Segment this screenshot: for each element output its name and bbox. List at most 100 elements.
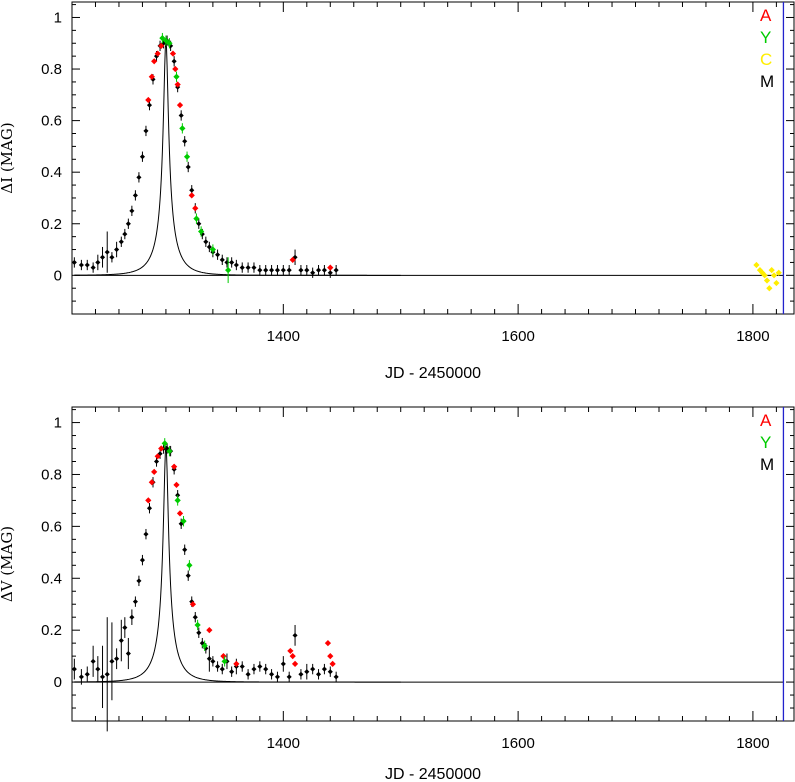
data-point xyxy=(182,547,188,553)
data-point xyxy=(129,208,135,214)
data-point xyxy=(333,674,339,680)
data-point xyxy=(321,666,327,672)
data-point xyxy=(118,638,124,644)
data-point xyxy=(78,262,84,268)
y-tick-label: 0.8 xyxy=(41,466,62,483)
data-point xyxy=(286,674,292,680)
series-M xyxy=(71,443,339,732)
fit-curve xyxy=(74,40,401,276)
data-point xyxy=(188,192,195,199)
data-point xyxy=(239,265,245,271)
legend-entry: Y xyxy=(760,433,771,452)
data-point xyxy=(206,244,212,250)
data-point xyxy=(129,614,135,620)
data-point xyxy=(95,666,101,672)
data-point xyxy=(158,42,165,49)
legend-entry: A xyxy=(760,6,772,25)
panel-delta-v: 0 0.2 0.4 0.6 0.8 1 1400 1600 1800 ΔV (MAG) JD -… xyxy=(0,406,795,782)
data-point xyxy=(173,481,180,488)
data-point xyxy=(310,270,316,276)
data-point xyxy=(153,458,160,465)
data-point xyxy=(196,221,202,227)
data-point xyxy=(220,653,227,660)
series-M xyxy=(71,35,339,278)
data-point xyxy=(201,642,208,649)
data-point xyxy=(146,102,153,108)
data-point xyxy=(148,479,155,486)
legend-entry: M xyxy=(760,455,774,474)
data-point xyxy=(229,669,235,675)
data-point xyxy=(78,674,84,680)
data-point xyxy=(151,468,158,475)
data-point xyxy=(171,58,177,64)
data-point xyxy=(125,221,131,227)
data-point xyxy=(176,510,184,517)
data-point xyxy=(146,505,153,511)
data-point xyxy=(183,153,191,160)
data-point xyxy=(210,658,216,664)
legend-entry: M xyxy=(760,72,774,91)
data-point xyxy=(172,65,179,73)
data-point xyxy=(280,267,286,273)
data-point xyxy=(104,249,110,255)
y-tick-label: 0 xyxy=(54,674,62,691)
data-point xyxy=(151,58,158,65)
data-point xyxy=(136,174,142,180)
data-point xyxy=(143,531,149,537)
data-point xyxy=(333,267,339,273)
data-point xyxy=(257,663,263,670)
data-point xyxy=(233,262,239,268)
data-point xyxy=(71,666,77,672)
data-point xyxy=(145,497,152,504)
data-point xyxy=(192,614,198,620)
data-point xyxy=(209,246,216,253)
data-point xyxy=(206,627,213,634)
y-axis-label: ΔI (MAG) xyxy=(0,122,16,193)
x-axis-label: JD - 2450000 xyxy=(385,766,481,782)
x-tick-label: 1600 xyxy=(501,735,534,752)
data-point xyxy=(269,267,275,273)
data-point xyxy=(122,625,128,631)
data-point xyxy=(315,267,322,273)
data-point xyxy=(304,267,310,273)
data-point xyxy=(225,267,232,274)
y-tick-label: 0.4 xyxy=(41,570,62,587)
data-point xyxy=(109,658,115,664)
y-tick-label: 0.2 xyxy=(41,622,62,639)
y-tick-label: 0.6 xyxy=(41,113,62,130)
data-point xyxy=(169,50,177,57)
series-Y xyxy=(161,438,228,667)
data-point xyxy=(95,259,101,265)
data-point xyxy=(263,267,269,273)
data-point xyxy=(174,81,181,88)
data-point xyxy=(158,445,165,452)
data-point xyxy=(206,656,212,662)
y-tick-label: 1 xyxy=(54,415,62,432)
data-point xyxy=(219,666,225,672)
plot-frame xyxy=(71,406,795,722)
data-point xyxy=(324,640,332,647)
data-point xyxy=(185,573,191,579)
data-point xyxy=(122,231,128,237)
data-point xyxy=(179,125,186,132)
data-point xyxy=(315,671,322,677)
data-point xyxy=(125,650,131,657)
data-point xyxy=(171,463,178,470)
data-point xyxy=(289,653,296,660)
data-point xyxy=(245,265,251,271)
data-point xyxy=(84,262,90,268)
data-point xyxy=(224,259,230,265)
data-point xyxy=(114,246,120,253)
fit-curve xyxy=(74,445,401,683)
data-point xyxy=(143,128,149,134)
y-tick-label: 0 xyxy=(54,267,62,284)
data-point xyxy=(109,254,115,260)
data-point xyxy=(327,653,334,660)
panel-delta-i: 0 0.2 0.4 0.6 0.8 1 1400 1600 1800 ΔI (MAG) JD -… xyxy=(0,1,795,382)
data-point xyxy=(145,96,152,104)
data-point xyxy=(99,254,106,260)
data-point xyxy=(132,599,138,605)
data-point xyxy=(304,669,310,675)
data-point xyxy=(327,270,333,276)
